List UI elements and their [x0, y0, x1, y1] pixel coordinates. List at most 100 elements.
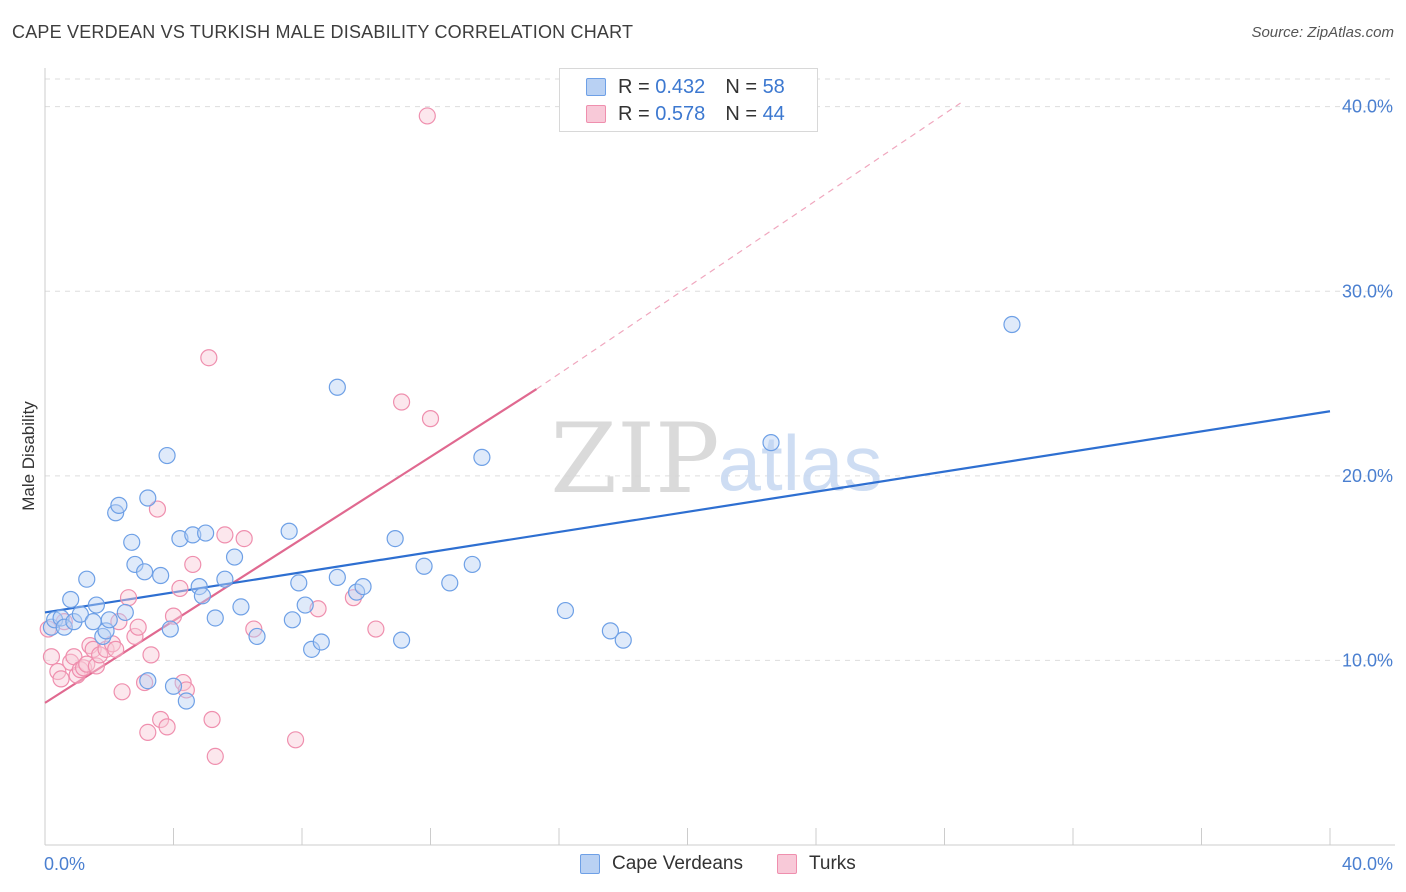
cape-verdeans-point	[177, 692, 195, 710]
turks-point	[367, 620, 385, 638]
legend-r-label: R =	[618, 102, 650, 125]
cape-verdeans-point	[171, 529, 189, 548]
turks-point	[164, 607, 183, 625]
turks-point	[309, 600, 327, 618]
cape-verdeans-point	[296, 596, 314, 614]
cape-verdeans-point	[110, 496, 128, 514]
turks-point	[113, 683, 131, 701]
turks-points	[39, 107, 440, 766]
cape-verdeans-point	[62, 590, 80, 609]
legend-n-label: N =	[725, 102, 757, 125]
cape-verdeans-point	[463, 555, 481, 574]
cape-verdeans-point	[193, 587, 212, 605]
watermark: ZIP atlas	[550, 403, 882, 515]
cape-verdeans-point	[152, 566, 170, 585]
turks-point	[421, 410, 440, 428]
cape-verdeans-point	[94, 627, 112, 646]
cape-verdeans-point	[78, 570, 96, 588]
cape-verdeans-point	[280, 522, 298, 540]
turks-point	[107, 640, 125, 658]
legend-n-label: N =	[725, 75, 757, 98]
cape-verdeans-point	[161, 620, 179, 638]
cape-verdeans-point	[232, 598, 250, 616]
cape-verdeans-point	[762, 434, 780, 452]
cape-verdeans-point	[190, 577, 208, 596]
cape-verdeans-point	[441, 574, 459, 592]
turks-point	[139, 723, 157, 742]
legend-swatch-blue	[586, 78, 606, 96]
cape-verdeans-point	[556, 601, 575, 620]
cape-verdeans-point	[312, 633, 330, 651]
cape-verdeans-point	[97, 622, 115, 640]
turks-point	[344, 589, 362, 607]
y-axis-label: Male Disability	[19, 401, 38, 511]
turks-point	[216, 526, 234, 544]
cape-verdeans-point	[116, 603, 134, 622]
cape-verdeans-point	[614, 631, 632, 649]
bottom-legend-swatch-blue	[580, 854, 600, 874]
legend-n-value: 58	[762, 75, 785, 98]
cape-verdeans-point	[123, 533, 141, 551]
cape-verdeans-point	[197, 524, 215, 542]
legend-n-value: 44	[762, 102, 785, 125]
cape-verdeans-point	[55, 618, 73, 636]
cape-verdeans-point	[71, 605, 89, 623]
turks-point	[200, 349, 218, 367]
bottom-legend-turks: Turks	[777, 851, 856, 877]
legend-row-cape-verdeans: R = 0.432 N = 58	[586, 75, 785, 99]
cape-verdeans-point	[184, 526, 202, 544]
turks-point	[87, 657, 106, 675]
turks-point	[126, 627, 144, 646]
cape-verdeans-point	[206, 609, 224, 627]
cape-verdeans-point	[354, 577, 372, 596]
cape-verdeans-point	[164, 677, 183, 695]
legend-r-value: 0.578	[655, 102, 706, 125]
cape-verdeans-point	[283, 611, 301, 629]
tick-labels: 10.0% 20.0% 30.0% 40.0% 0.0% 40.0%	[44, 97, 1393, 874]
cape-verdeans-point	[328, 568, 346, 586]
cape-verdeans-point	[225, 548, 244, 566]
turks-point	[418, 107, 436, 125]
turks-point	[142, 646, 160, 664]
bottom-legend-swatch-pink	[777, 854, 797, 874]
cape-verdeans-point	[392, 631, 411, 649]
turks-point	[119, 589, 138, 607]
cape-verdeans-point	[158, 446, 176, 465]
cape-verdeans-point	[139, 489, 157, 507]
turks-point	[206, 747, 224, 766]
cape-verdeans-point	[601, 622, 620, 640]
turks-point	[235, 529, 253, 548]
cape-verdeans-point	[290, 574, 308, 592]
watermark-zip: ZIP	[550, 403, 719, 515]
turks-point	[184, 555, 202, 574]
bottom-legend-label: Cape Verdeans	[612, 853, 743, 874]
x-tick-label: 40.0%	[1342, 854, 1393, 874]
cape-verdeans-point	[100, 611, 118, 629]
cape-verdeans-trend	[44, 410, 1331, 614]
cape-verdeans-point	[415, 557, 433, 575]
cape-verdeans-point	[87, 596, 106, 614]
x-tick-label: 0.0%	[44, 854, 85, 874]
axes	[44, 68, 1395, 846]
cape-verdeans-point	[473, 448, 491, 466]
cape-verdeans-point	[216, 570, 234, 588]
y-tick-label: 40.0%	[1342, 97, 1393, 117]
bottom-legend-label: Turks	[809, 853, 856, 874]
y-tick-label: 10.0%	[1342, 650, 1393, 670]
turks-trend-line	[44, 388, 538, 704]
cape-verdeans-point	[248, 627, 266, 646]
turks-point	[52, 670, 70, 688]
turks-point	[158, 718, 176, 736]
turks-point	[42, 648, 61, 666]
cape-verdeans-point	[386, 529, 404, 548]
turks-point	[392, 393, 411, 411]
cape-verdeans-point	[1003, 315, 1021, 334]
bottom-legend-cape-verdeans: Cape Verdeans	[580, 851, 743, 877]
legend-r-value: 0.432	[655, 75, 706, 98]
y-tick-label: 30.0%	[1342, 281, 1393, 301]
cape-verdeans-point	[328, 378, 346, 396]
legend-swatch-pink	[586, 105, 606, 123]
turks-point	[203, 710, 221, 729]
cape-verdeans-trend-line	[44, 410, 1331, 614]
